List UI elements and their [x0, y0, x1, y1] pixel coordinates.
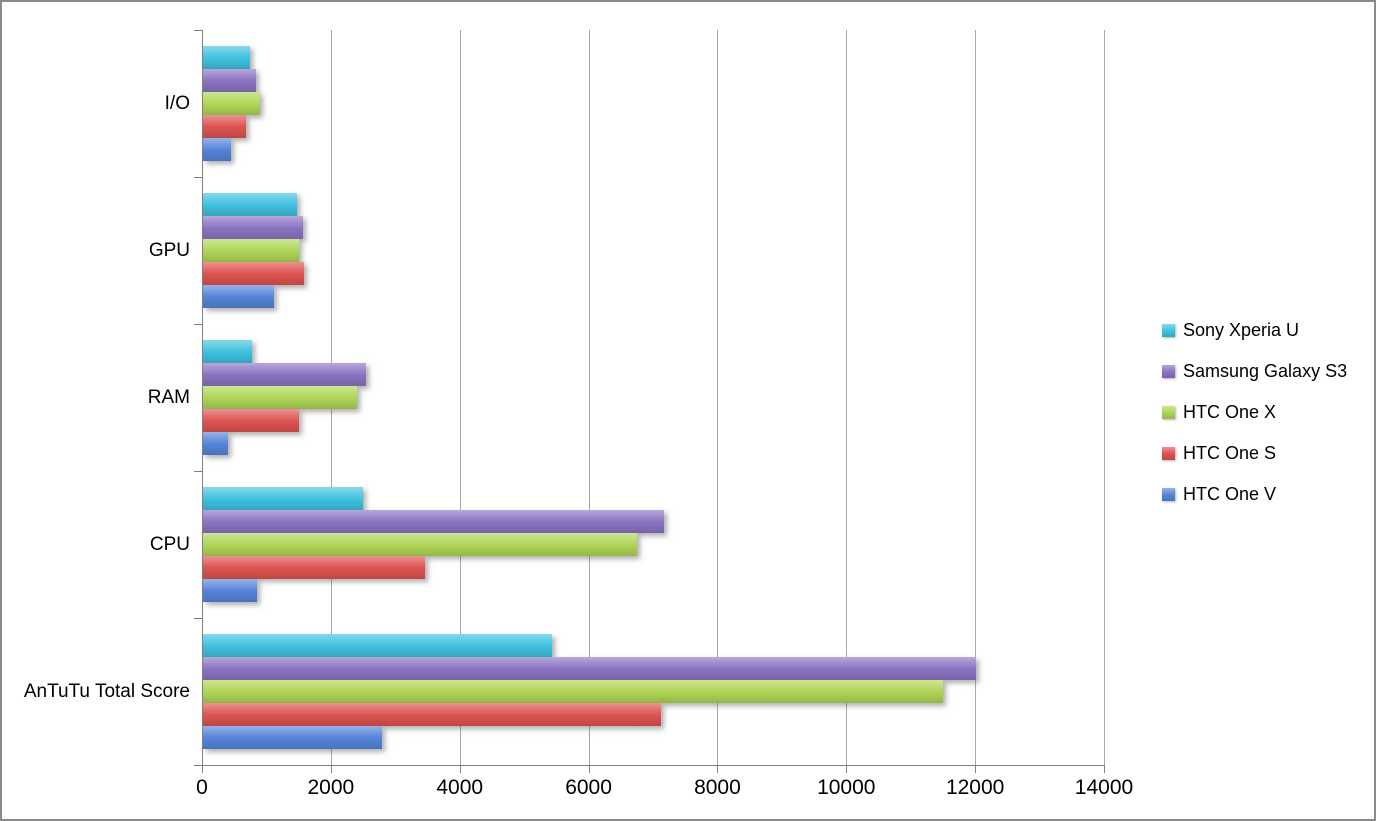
legend-label: Sony Xperia U: [1183, 320, 1300, 340]
legend-swatch-samsung-galaxy-s3: [1162, 365, 1175, 378]
bar-sony-xperia-u-cpu: [203, 487, 364, 510]
x-tick-label-4000: 4000: [436, 776, 484, 799]
legend-label: HTC One S: [1183, 443, 1277, 463]
x-tick-label-8000: 8000: [694, 776, 741, 799]
legend-entry-htc-one-x: HTC One X: [1162, 392, 1347, 433]
bar-htc-one-x-ram: [203, 386, 357, 409]
legend-entry-samsung-galaxy-s3: Samsung Galaxy S3: [1162, 351, 1347, 392]
bar-samsung-galaxy-s3-antutu-total-score: [203, 657, 977, 680]
x-tick-label-6000: 6000: [565, 776, 612, 799]
bar-samsung-galaxy-s3-i-o: [203, 69, 257, 92]
x-axis-tick: [975, 765, 977, 773]
x-axis-tick: [459, 765, 461, 773]
x-tick-label-12000: 12000: [945, 776, 1005, 799]
legend-swatch-htc-one-s: [1162, 447, 1175, 460]
legend: Sony Xperia U Samsung Galaxy S3 HTC One X H…: [1162, 310, 1347, 515]
bar-htc-one-v-i-o: [203, 138, 231, 161]
legend-label: Samsung Galaxy S3: [1183, 361, 1348, 381]
x-tick-label-0: 0: [196, 776, 208, 799]
category-label-i-o: I/O: [164, 92, 190, 114]
bar-htc-one-v-gpu: [203, 285, 274, 308]
legend-entry-htc-one-v: HTC One V: [1162, 474, 1347, 515]
legend-entry-sony-xperia-u: Sony Xperia U: [1162, 310, 1347, 351]
bar-htc-one-s-i-o: [203, 115, 246, 138]
category-label-gpu: GPU: [148, 239, 190, 261]
bar-sony-xperia-u-antutu-total-score: [203, 634, 553, 657]
bar-htc-one-x-gpu: [203, 239, 299, 262]
y-axis-tick: [194, 324, 202, 325]
category-label-antutu-total-score: AnTuTu Total Score: [23, 680, 190, 702]
bar-samsung-galaxy-s3-ram: [203, 363, 366, 386]
x-tick-label-2000: 2000: [307, 776, 355, 799]
bar-sony-xperia-u-ram: [203, 340, 252, 363]
x-axis-tick: [717, 765, 719, 773]
bar-htc-one-s-cpu: [203, 556, 425, 579]
legend-swatch-htc-one-x: [1162, 406, 1175, 419]
bar-htc-one-v-cpu: [203, 579, 258, 602]
legend-entry-htc-one-s: HTC One S: [1162, 433, 1347, 474]
bar-htc-one-s-gpu: [203, 262, 304, 285]
x-axis: [202, 765, 1105, 766]
y-axis-tick: [194, 765, 202, 766]
y-axis-tick: [194, 618, 202, 619]
y-axis-tick: [194, 30, 202, 31]
bar-htc-one-v-ram: [203, 432, 229, 455]
bar-samsung-galaxy-s3-gpu: [203, 216, 303, 239]
legend-swatch-sony-xperia-u: [1162, 324, 1175, 337]
gridline-12000: [975, 30, 977, 765]
gridline-10000: [846, 30, 848, 765]
category-label-cpu: CPU: [149, 533, 190, 555]
bar-htc-one-x-i-o: [203, 92, 261, 115]
legend-label: HTC One V: [1183, 484, 1277, 504]
gridline-14000: [1104, 30, 1105, 765]
gridline-8000: [717, 30, 719, 765]
bar-htc-one-s-antutu-total-score: [203, 703, 662, 726]
gridline-4000: [459, 30, 461, 765]
bar-htc-one-s-ram: [203, 409, 299, 432]
bar-htc-one-x-cpu: [203, 533, 638, 556]
x-tick-label-14000: 14000: [1074, 776, 1134, 799]
x-axis-tick: [846, 765, 848, 773]
legend-label: HTC One X: [1183, 402, 1277, 422]
bar-sony-xperia-u-gpu: [203, 193, 298, 216]
x-tick-label-10000: 10000: [817, 776, 876, 799]
x-axis-tick: [1104, 765, 1105, 773]
x-axis-tick: [202, 765, 203, 773]
legend-swatch-htc-one-v: [1162, 488, 1175, 501]
y-axis-tick: [194, 177, 202, 178]
bar-samsung-galaxy-s3-cpu: [203, 510, 665, 533]
y-axis: [202, 30, 203, 766]
x-axis-tick: [330, 765, 332, 773]
category-label-ram: RAM: [147, 386, 190, 408]
bar-sony-xperia-u-i-o: [203, 46, 251, 69]
x-axis-tick: [588, 765, 590, 773]
gridline-6000: [588, 30, 590, 765]
bar-htc-one-x-antutu-total-score: [203, 680, 943, 703]
y-axis-tick: [194, 471, 202, 472]
bar-htc-one-v-antutu-total-score: [203, 726, 383, 749]
